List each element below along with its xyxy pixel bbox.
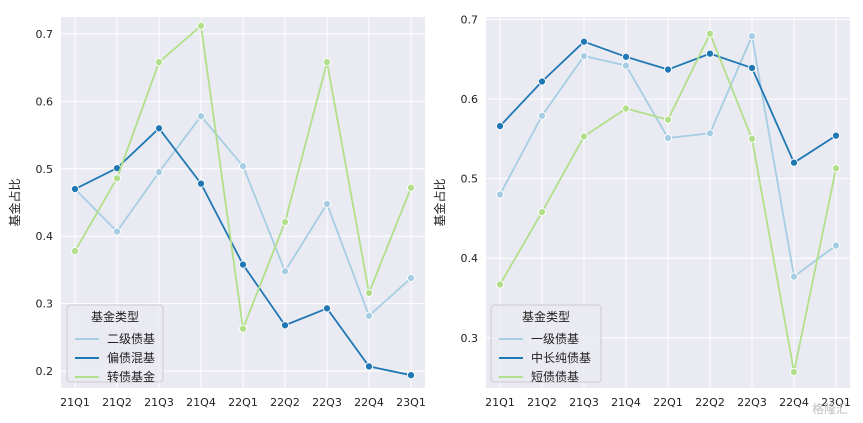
right-chart: 0.3 0.4 0.5 0.6 0.7 21Q1 21Q2 21Q3 21Q4 22Q1 22Q2 2… (432, 13, 851, 409)
data-point (322, 199, 332, 208)
x-tick-label: 22Q2 (270, 396, 300, 409)
data-point (747, 134, 757, 143)
data-point (406, 183, 416, 192)
x-tick-label: 22Q3 (737, 396, 767, 409)
data-point (238, 260, 248, 269)
data-point (495, 280, 505, 289)
x-tick-label: 21Q2 (527, 396, 557, 409)
y-axis-label: 基金占比 (7, 178, 22, 226)
data-point (747, 63, 757, 73)
data-point (280, 267, 290, 276)
legend-label: 偏债混基 (107, 350, 155, 365)
y-tick-label: 0.4 (36, 230, 54, 243)
data-point (621, 52, 631, 61)
data-point (831, 131, 841, 140)
data-point (364, 311, 374, 320)
y-tick-label: 0.7 (461, 13, 479, 26)
data-point (537, 111, 547, 120)
data-point (196, 179, 206, 188)
data-point (154, 168, 164, 177)
data-point (789, 368, 799, 377)
data-point (280, 218, 290, 227)
legend-title: 基金类型 (91, 309, 139, 324)
data-point (831, 164, 841, 173)
data-point (406, 371, 416, 380)
data-point (663, 115, 673, 124)
x-tick-label: 22Q4 (354, 396, 384, 409)
data-point (112, 227, 122, 236)
y-tick-label: 0.3 (36, 298, 54, 311)
left-chart: 0.2 0.3 0.4 0.5 0.6 0.7 21Q1 21Q2 21Q3 21Q4 22Q1 22… (7, 17, 426, 409)
watermark: 格隆汇 (812, 401, 848, 416)
data-point (663, 65, 673, 74)
y-tick-label: 0.5 (461, 173, 479, 186)
data-point (364, 288, 374, 297)
data-point (70, 184, 80, 194)
data-point (705, 29, 715, 38)
data-point (579, 37, 589, 46)
data-point (621, 104, 631, 113)
data-point (747, 32, 757, 41)
data-point (70, 247, 80, 256)
data-point (322, 304, 332, 313)
y-tick-label: 0.4 (461, 252, 479, 265)
data-point (154, 124, 164, 133)
data-point (238, 162, 248, 171)
data-point (621, 61, 631, 70)
x-tick-label: 21Q3 (569, 396, 599, 409)
data-point (789, 272, 799, 281)
data-point (789, 158, 799, 167)
legend-label: 转债基金 (107, 369, 155, 384)
data-point (831, 241, 841, 250)
legend-label: 短债债基 (531, 370, 579, 384)
data-point (112, 174, 122, 183)
y-tick-label: 0.7 (36, 28, 54, 41)
x-tick-label: 21Q1 (60, 396, 90, 409)
x-tick-label: 23Q1 (396, 396, 426, 409)
y-tick-label: 0.5 (36, 163, 54, 176)
data-point (537, 208, 547, 217)
data-point (537, 77, 547, 86)
x-tick-label: 22Q1 (653, 396, 683, 409)
x-tick-label: 22Q1 (228, 396, 258, 409)
x-tick-label: 21Q3 (144, 396, 174, 409)
y-tick-label: 0.6 (461, 93, 479, 106)
data-point (705, 129, 715, 138)
x-tick-label: 21Q4 (611, 396, 641, 409)
x-tick-label: 21Q4 (186, 396, 216, 409)
data-point (322, 58, 332, 67)
y-axis-label: 基金占比 (432, 178, 447, 226)
data-point (196, 21, 206, 30)
x-tick-label: 21Q2 (102, 396, 132, 409)
legend-box (490, 304, 602, 383)
data-point (663, 133, 673, 143)
x-tick-label: 21Q1 (485, 396, 515, 409)
legend-title: 基金类型 (522, 309, 570, 324)
y-tick-label: 0.3 (461, 332, 479, 345)
data-point (406, 273, 416, 283)
x-tick-label: 22Q2 (695, 396, 725, 409)
x-tick-label: 22Q3 (312, 396, 342, 409)
data-point (364, 362, 374, 371)
data-point (238, 324, 248, 333)
legend-box (66, 304, 164, 383)
data-point (154, 58, 164, 67)
data-point (495, 190, 505, 199)
x-tick-label: 23Q1 (821, 396, 851, 409)
legend-label: 二级债基 (107, 332, 155, 346)
legend-label: 一级债基 (531, 332, 579, 346)
y-tick-label: 0.6 (36, 95, 54, 108)
data-point (579, 132, 589, 141)
data-point (579, 51, 589, 61)
data-point (705, 49, 715, 58)
y-tick-label: 0.2 (36, 365, 54, 378)
data-point (495, 122, 505, 131)
x-tick-label: 22Q4 (779, 396, 809, 409)
data-point (280, 321, 290, 330)
legend-label: 中长纯债基 (531, 350, 591, 365)
data-point (196, 112, 206, 121)
